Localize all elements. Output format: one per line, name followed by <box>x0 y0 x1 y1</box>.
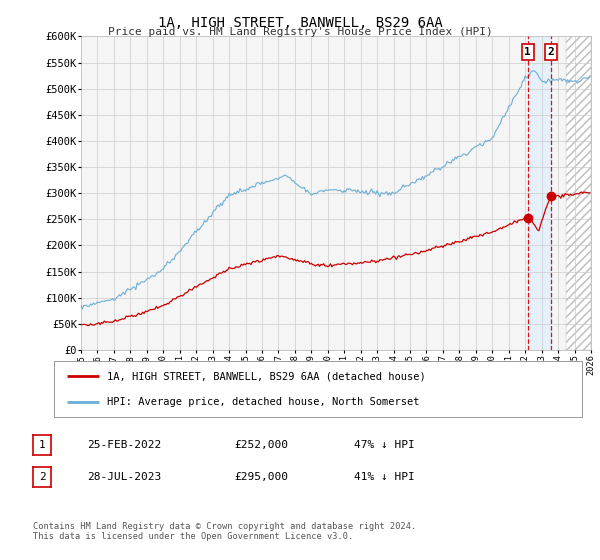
Bar <box>527 36 551 350</box>
Text: £252,000: £252,000 <box>234 440 288 450</box>
Text: 2: 2 <box>547 47 554 57</box>
Text: 2: 2 <box>39 472 46 482</box>
Text: 1: 1 <box>524 47 531 57</box>
Text: 28-JUL-2023: 28-JUL-2023 <box>87 472 161 482</box>
Text: 1A, HIGH STREET, BANWELL, BS29 6AA (detached house): 1A, HIGH STREET, BANWELL, BS29 6AA (deta… <box>107 371 425 381</box>
Text: 47% ↓ HPI: 47% ↓ HPI <box>354 440 415 450</box>
Text: 25-FEB-2022: 25-FEB-2022 <box>87 440 161 450</box>
Text: 1: 1 <box>39 440 46 450</box>
Text: Price paid vs. HM Land Registry's House Price Index (HPI): Price paid vs. HM Land Registry's House … <box>107 27 493 37</box>
Text: 41% ↓ HPI: 41% ↓ HPI <box>354 472 415 482</box>
Text: 1A, HIGH STREET, BANWELL, BS29 6AA: 1A, HIGH STREET, BANWELL, BS29 6AA <box>158 16 442 30</box>
Text: HPI: Average price, detached house, North Somerset: HPI: Average price, detached house, Nort… <box>107 397 419 407</box>
Text: £295,000: £295,000 <box>234 472 288 482</box>
Text: Contains HM Land Registry data © Crown copyright and database right 2024.
This d: Contains HM Land Registry data © Crown c… <box>33 522 416 542</box>
